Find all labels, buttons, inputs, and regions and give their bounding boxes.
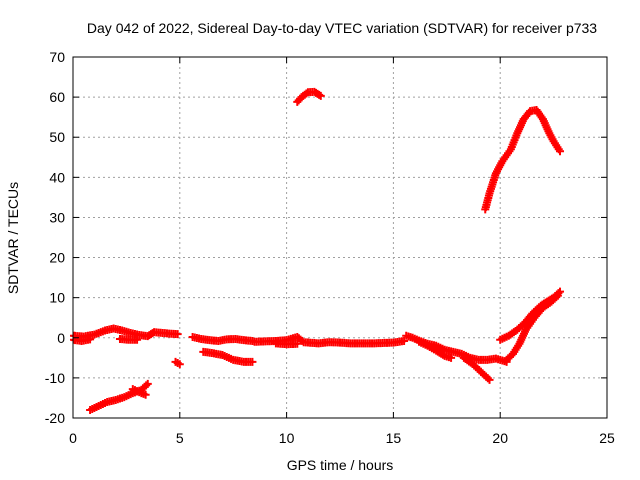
y-tick-label: 40	[49, 169, 65, 185]
data-point	[552, 293, 561, 302]
y-tick-label: 30	[49, 209, 65, 225]
x-tick-label: 10	[279, 430, 295, 446]
series-trace-8	[128, 385, 150, 399]
chart-title: Day 042 of 2022, Sidereal Day-to-day VTE…	[87, 20, 597, 36]
y-tick-label: 70	[49, 49, 65, 65]
x-tick-label: 5	[176, 430, 184, 446]
data-point	[142, 381, 151, 390]
data-point	[302, 89, 311, 98]
y-tick-label: 50	[49, 129, 65, 145]
series-trace-16	[293, 87, 325, 106]
plot-frame	[72, 56, 608, 419]
data-point	[553, 291, 562, 300]
data-point	[141, 390, 150, 399]
series-trace-4	[188, 332, 257, 345]
data-point	[400, 336, 409, 345]
tick-layer: 0 5 10 15 20 25 -20 -10 0 10 20 30 40 50 60 70	[45, 49, 615, 446]
data-point	[86, 335, 95, 344]
data-point	[556, 287, 565, 296]
y-tick-label: 10	[49, 290, 65, 306]
y-tick-label: 60	[49, 89, 65, 105]
data-point	[316, 91, 325, 100]
x-axis-label: GPS time / hours	[287, 457, 394, 473]
data-point	[556, 147, 565, 156]
y-tick-label: -10	[45, 370, 65, 386]
x-tick-label: 25	[599, 430, 615, 446]
y-axis-label: SDTVAR / TECUs	[5, 182, 21, 294]
series-trace-15	[502, 291, 562, 364]
data-point	[133, 335, 142, 344]
series-trace-11	[402, 331, 511, 366]
series-trace-5	[199, 347, 257, 366]
x-tick-label: 15	[386, 430, 402, 446]
data-point	[293, 339, 302, 348]
series-trace-17	[481, 105, 565, 214]
series-trace-2	[70, 335, 95, 345]
data-point	[315, 90, 324, 99]
series-layer	[70, 87, 565, 414]
data-point	[175, 360, 184, 369]
series-trace-9	[250, 332, 409, 348]
data-point	[248, 357, 257, 366]
y-tick-label: -20	[45, 410, 65, 426]
series-trace-10	[271, 339, 302, 349]
series-trace-12	[415, 337, 456, 362]
y-tick-label: 20	[49, 250, 65, 266]
data-point	[485, 375, 494, 384]
data-point	[447, 353, 456, 362]
series-trace-13	[459, 353, 494, 384]
data-point	[143, 379, 152, 388]
x-tick-label: 0	[69, 430, 77, 446]
x-tick-label: 20	[492, 430, 508, 446]
data-point	[173, 330, 182, 339]
series-trace-3	[115, 334, 142, 344]
data-point	[298, 336, 307, 345]
series-trace-6	[171, 357, 184, 369]
y-tick-label: 0	[57, 330, 65, 346]
